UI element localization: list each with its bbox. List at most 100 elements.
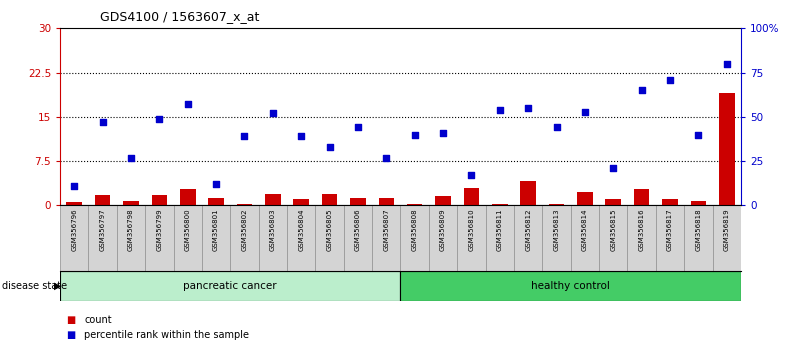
Bar	[265, 194, 280, 205]
Text: GSM356805: GSM356805	[327, 209, 332, 251]
Bar	[202, 205, 231, 271]
Bar	[379, 198, 394, 205]
Text: GSM356818: GSM356818	[695, 209, 702, 251]
Bar	[485, 205, 514, 271]
Point	[352, 125, 364, 130]
Bar	[66, 202, 82, 205]
Text: GSM356797: GSM356797	[99, 209, 106, 251]
Point	[607, 165, 620, 171]
Text: GSM356814: GSM356814	[582, 209, 588, 251]
Bar	[117, 205, 145, 271]
Bar	[293, 199, 309, 205]
Bar	[599, 205, 627, 271]
Bar	[435, 196, 451, 205]
Bar	[429, 205, 457, 271]
Text: GSM356817: GSM356817	[667, 209, 673, 251]
Point	[68, 183, 81, 189]
Bar	[174, 205, 202, 271]
Text: GSM356804: GSM356804	[298, 209, 304, 251]
Bar	[151, 195, 167, 205]
Point	[578, 109, 591, 114]
Bar	[400, 271, 741, 301]
Text: GSM356811: GSM356811	[497, 209, 503, 251]
Text: pancreatic cancer: pancreatic cancer	[183, 281, 277, 291]
Text: GSM356806: GSM356806	[355, 209, 361, 251]
Point	[295, 133, 308, 139]
Text: GSM356816: GSM356816	[638, 209, 645, 251]
Bar	[123, 201, 139, 205]
Text: percentile rank within the sample: percentile rank within the sample	[84, 330, 249, 339]
Bar	[627, 205, 656, 271]
Text: GSM356803: GSM356803	[270, 209, 276, 251]
Bar	[88, 205, 117, 271]
Bar	[316, 205, 344, 271]
Bar	[344, 205, 372, 271]
Text: GSM356808: GSM356808	[412, 209, 417, 251]
Text: GSM356802: GSM356802	[241, 209, 248, 251]
Point	[550, 125, 563, 130]
Bar	[719, 93, 735, 205]
Bar	[577, 192, 593, 205]
Bar	[457, 205, 485, 271]
Bar	[145, 205, 174, 271]
Bar	[60, 205, 88, 271]
Point	[153, 116, 166, 121]
Bar	[60, 271, 400, 301]
Text: GSM356819: GSM356819	[724, 209, 730, 251]
Point	[181, 102, 194, 107]
Bar	[208, 198, 224, 205]
Bar	[372, 205, 400, 271]
Text: GSM356799: GSM356799	[156, 209, 163, 251]
Bar	[322, 194, 337, 205]
Text: GSM356812: GSM356812	[525, 209, 531, 251]
Text: GSM356813: GSM356813	[553, 209, 560, 251]
Point	[125, 155, 138, 160]
Text: count: count	[84, 315, 111, 325]
Point	[210, 181, 223, 187]
Bar	[542, 205, 570, 271]
Text: ■: ■	[66, 330, 76, 339]
Point	[663, 77, 676, 82]
Bar	[690, 201, 706, 205]
Point	[323, 144, 336, 150]
Point	[635, 87, 648, 93]
Bar	[514, 205, 542, 271]
Text: healthy control: healthy control	[531, 281, 610, 291]
Point	[493, 107, 506, 113]
Bar	[521, 181, 536, 205]
Text: GSM356800: GSM356800	[185, 209, 191, 251]
Point	[409, 132, 421, 137]
Text: GSM356815: GSM356815	[610, 209, 616, 251]
Text: disease state: disease state	[2, 281, 67, 291]
Bar	[231, 205, 259, 271]
Bar	[549, 204, 565, 205]
Bar	[236, 204, 252, 205]
Bar	[713, 205, 741, 271]
Point	[238, 133, 251, 139]
Point	[267, 110, 280, 116]
Point	[692, 132, 705, 137]
Bar	[570, 205, 599, 271]
Point	[96, 119, 109, 125]
Text: GSM356798: GSM356798	[128, 209, 134, 251]
Text: GSM356809: GSM356809	[440, 209, 446, 251]
Point	[465, 172, 478, 178]
Text: ■: ■	[66, 315, 76, 325]
Point	[437, 130, 449, 136]
Point	[720, 61, 733, 67]
Bar	[662, 199, 678, 205]
Bar	[464, 188, 479, 205]
Bar	[684, 205, 713, 271]
Bar	[407, 204, 422, 205]
Text: GSM356796: GSM356796	[71, 209, 77, 251]
Bar	[634, 189, 650, 205]
Bar	[492, 204, 508, 205]
Bar	[350, 198, 366, 205]
Text: GDS4100 / 1563607_x_at: GDS4100 / 1563607_x_at	[100, 10, 260, 23]
Bar	[259, 205, 287, 271]
Point	[380, 155, 392, 160]
Bar	[95, 195, 111, 205]
Bar	[287, 205, 316, 271]
Bar	[400, 205, 429, 271]
Text: ▶: ▶	[54, 281, 62, 291]
